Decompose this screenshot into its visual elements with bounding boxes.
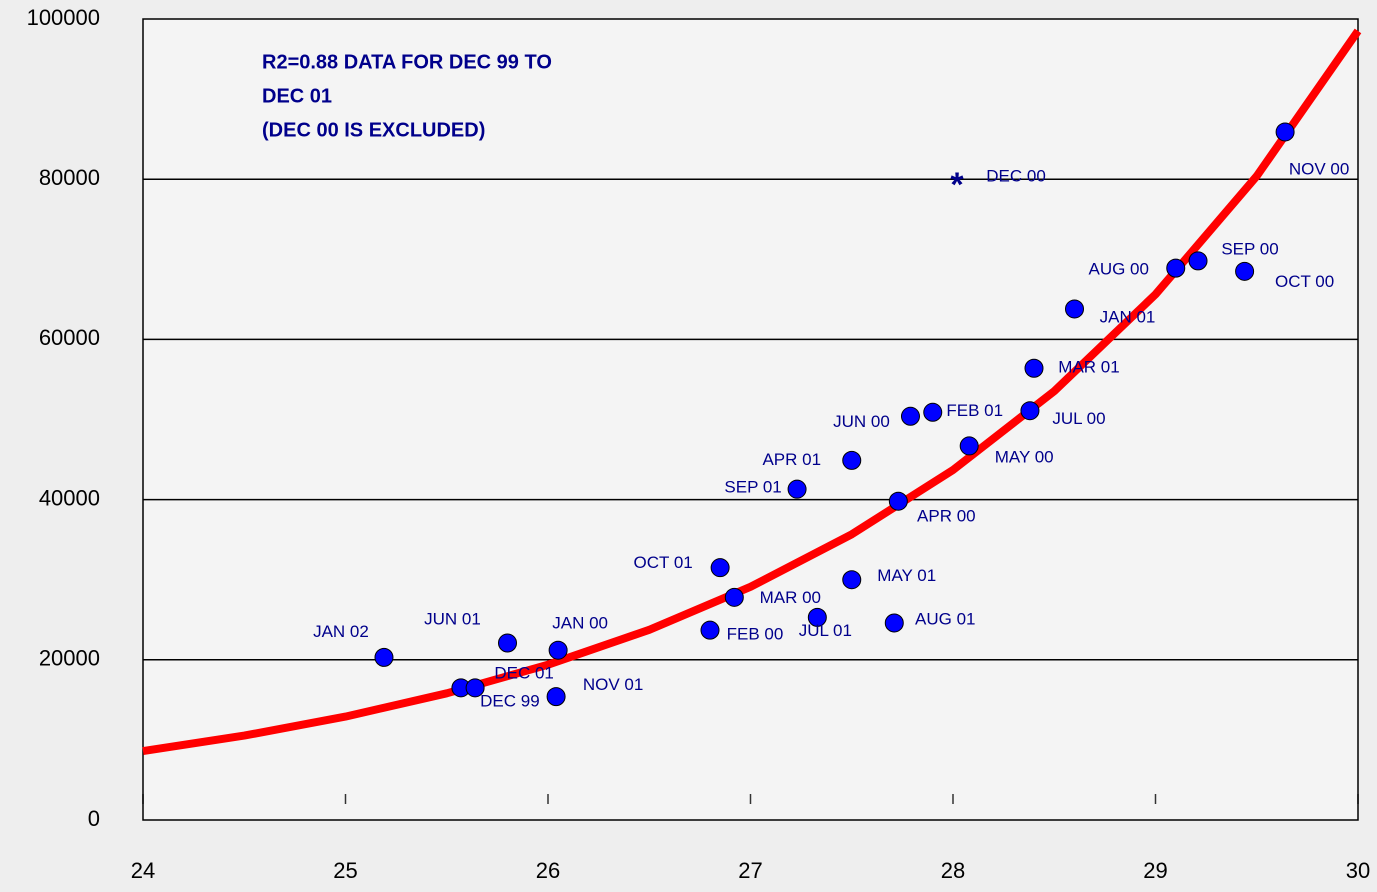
data-point [1276,123,1294,141]
data-point [843,451,861,469]
point-label: OCT 00 [1275,272,1334,291]
y-tick-label: 40000 [39,485,100,510]
data-point [547,688,565,706]
y-tick-label: 100000 [27,5,100,30]
point-label: MAR 00 [760,588,821,607]
x-tick-label: 26 [536,858,560,883]
point-label: MAY 00 [995,447,1054,466]
annotation: DEC 01 [262,85,332,107]
point-label: SEP 01 [724,478,781,497]
point-label: DEC 00 [986,166,1046,185]
point-label: JAN 01 [1100,307,1156,326]
data-point [701,621,719,639]
point-label: JUN 01 [424,609,481,628]
point-label: OCT 01 [634,553,693,572]
x-tick-label: 28 [941,858,965,883]
point-label: APR 00 [917,507,976,526]
data-point [1021,402,1039,420]
data-point [901,407,919,425]
point-label: JUL 00 [1052,409,1105,428]
data-point [889,492,907,510]
data-point [1025,359,1043,377]
annotation: (DEC 00 IS EXCLUDED) [262,119,485,141]
data-point [885,614,903,632]
data-point [375,648,393,666]
point-label: AUG 00 [1089,260,1149,279]
data-point [924,403,942,421]
data-point [499,634,517,652]
y-tick-label: 20000 [39,646,100,671]
point-label: APR 01 [762,450,821,469]
data-point [1066,300,1084,318]
point-label: SEP 00 [1221,239,1278,258]
data-point [725,588,743,606]
data-point [466,679,484,697]
x-tick-label: 24 [131,858,155,883]
point-label: DEC 01 [494,663,554,682]
point-label: FEB 01 [946,401,1003,420]
x-tick-label: 27 [738,858,762,883]
x-tick-label: 30 [1346,858,1370,883]
y-tick-label: 0 [88,806,100,831]
point-label: NOV 00 [1289,159,1349,178]
point-label: JAN 00 [552,614,608,633]
y-tick-label: 80000 [39,165,100,190]
data-point [1189,252,1207,270]
y-tick-label: 60000 [39,325,100,350]
point-label: MAY 01 [877,566,936,585]
point-label: MAR 01 [1058,358,1119,377]
annotation: R2=0.88 DATA FOR DEC 99 TO [262,51,552,73]
data-point [843,571,861,589]
point-label: FEB 00 [727,625,784,644]
data-point [1236,262,1254,280]
chart: R2=0.88 DATA FOR DEC 99 TO DEC 01 (DEC 0… [0,0,1377,892]
point-label: JAN 02 [313,622,369,641]
data-point [960,437,978,455]
data-point [549,641,567,659]
data-point [788,480,806,498]
outlier-marker: * [950,166,964,204]
data-point [1167,259,1185,277]
point-label: JUL 01 [799,621,852,640]
data-point [711,559,729,577]
x-tick-label: 29 [1143,858,1167,883]
point-label: JUN 00 [833,412,890,431]
point-label: NOV 01 [583,675,643,694]
x-tick-label: 25 [333,858,357,883]
point-label: AUG 01 [915,609,975,628]
point-label: DEC 99 [480,691,540,710]
